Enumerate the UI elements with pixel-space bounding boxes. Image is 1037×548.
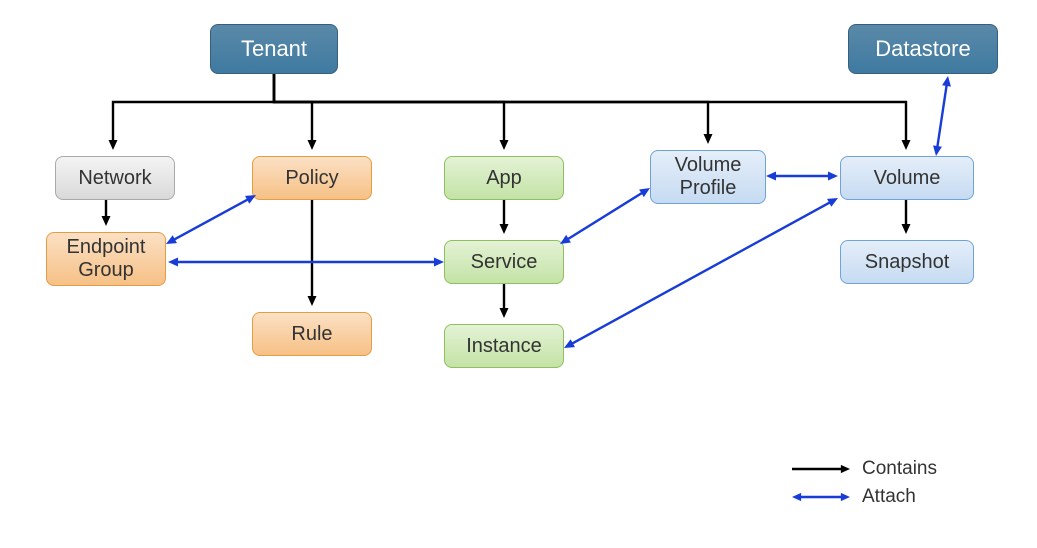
node-rule: Rule xyxy=(252,312,372,356)
edge-tenant-policy xyxy=(274,74,312,141)
edge-tenant-network xyxy=(113,74,274,141)
edge-tenant-volume xyxy=(274,74,906,141)
edge-volume-datastore xyxy=(937,85,946,147)
node-endpointgroup: Endpoint Group xyxy=(46,232,166,286)
legend-row-attach: Attach xyxy=(790,486,937,508)
node-volprofile: Volume Profile xyxy=(650,150,766,204)
node-network: Network xyxy=(55,156,175,200)
edge-service-volprofile xyxy=(568,193,643,239)
legend-swatch-attach xyxy=(790,487,852,507)
node-policy: Policy xyxy=(252,156,372,200)
edge-instance-volume xyxy=(572,202,830,343)
node-service: Service xyxy=(444,240,564,284)
node-datastore: Datastore xyxy=(848,24,998,74)
node-volume: Volume xyxy=(840,156,974,200)
node-snapshot: Snapshot xyxy=(840,240,974,284)
edge-endpointgroup-policy xyxy=(174,199,248,239)
legend: Contains Attach xyxy=(790,458,937,514)
edge-tenant-app xyxy=(274,74,504,141)
node-app: App xyxy=(444,156,564,200)
node-tenant: Tenant xyxy=(210,24,338,74)
legend-swatch-contains xyxy=(790,459,852,479)
legend-row-contains: Contains xyxy=(790,458,937,480)
legend-label-attach: Attach xyxy=(862,486,916,508)
legend-label-contains: Contains xyxy=(862,458,937,480)
node-instance: Instance xyxy=(444,324,564,368)
edge-tenant-volprofile xyxy=(274,74,708,135)
